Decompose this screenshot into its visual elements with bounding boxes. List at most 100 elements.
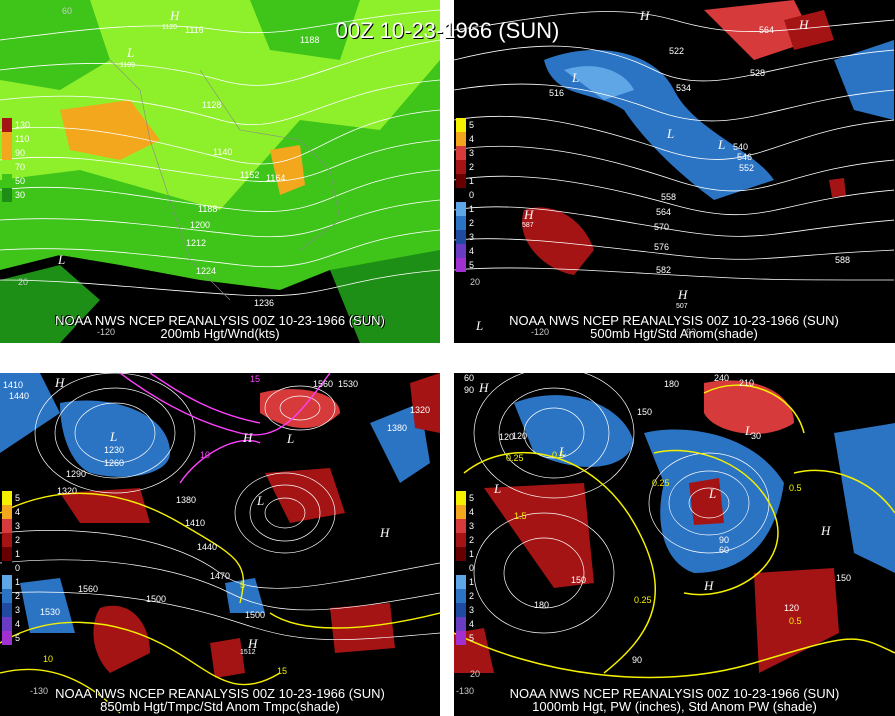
high-center: H [248, 636, 258, 651]
contour-label: 1380 [176, 495, 197, 505]
temp-label: 10 [200, 450, 211, 460]
low-center: L [110, 429, 118, 444]
contour-label: 1320 [57, 486, 78, 496]
contour-label: 120 [512, 431, 528, 441]
high-center: H [479, 380, 489, 395]
contour-label: 1164 [266, 173, 286, 183]
contour-label: 180 [664, 379, 680, 389]
temp-label: 10 [43, 654, 54, 664]
lon-label: -120 [97, 327, 116, 337]
contour-label: 240 [714, 373, 730, 383]
map-500mb [454, 0, 894, 343]
panel-500mb[interactable]: 5 4 3 2 1 0 1 2 3 4 5 516 522 528 534 54… [454, 0, 894, 343]
contour-label: 1410 [185, 518, 206, 528]
lat-label: 60 [62, 6, 73, 16]
contour-label: 90 [719, 535, 730, 545]
lon-label: -130 [456, 686, 475, 696]
map-1000mb [454, 373, 895, 716]
lat-label: 20 [18, 277, 29, 287]
low-center: L [572, 70, 580, 85]
contour-label: 1410 [3, 380, 24, 390]
low-center: L [287, 431, 295, 446]
contour-label: 1440 [197, 542, 218, 552]
temp-label: 15 [277, 666, 288, 676]
contour-label: 90 [632, 655, 643, 665]
page-title: 00Z 10-23-1966 (SUN) [335, 18, 560, 43]
panel-caption-line2: 850mb Hgt/Tmpc/Std Anom Tmpc(shade) [100, 699, 340, 714]
panel-850mb[interactable]: 5 4 3 2 1 0 1 2 3 4 5 1410 1440 1230 126… [0, 373, 440, 716]
contour-label: 588 [835, 255, 851, 265]
contour-label: 1152 [240, 170, 260, 180]
panel-gap-vertical [440, 0, 454, 716]
high-center: H [170, 8, 180, 23]
legend-850mb: 5 4 3 2 1 0 1 2 3 4 5 [2, 491, 20, 645]
temp-label: 5 [240, 580, 246, 590]
contour-label: 522 [669, 46, 685, 56]
legend-200mb: 130 110 90 70 50 30 [2, 118, 30, 202]
contour-label: 570 [654, 222, 670, 232]
contour-label: 150 [836, 573, 852, 583]
contour-label: 150 [571, 575, 587, 585]
low-center: L [718, 137, 726, 152]
center-value: 1120 [162, 24, 178, 31]
contour-label: 210 [739, 378, 755, 388]
panel-caption-line1: NOAA NWS NCEP REANALYSIS 00Z 10-23-1966 … [55, 313, 385, 328]
contour-label: 1500 [245, 610, 266, 620]
low-center: L [476, 318, 484, 333]
contour-label: 546 [737, 152, 753, 162]
low-center: L [667, 126, 675, 141]
high-center: H [640, 8, 650, 23]
contour-label: 528 [750, 68, 766, 78]
high-center: H [243, 430, 253, 445]
lat-label: 20 [470, 669, 481, 679]
pw-label: 0.25 [634, 595, 652, 605]
contour-label: 1236 [254, 298, 275, 308]
contour-label: 60 [719, 545, 730, 555]
low-center: L [257, 493, 265, 508]
high-center: H [799, 17, 809, 32]
lon-label: -130 [30, 686, 49, 696]
pw-label: 0.25 [506, 453, 524, 463]
contour-label: 534 [676, 83, 692, 93]
map-200mb [0, 0, 440, 343]
low-center: L [709, 486, 717, 501]
contour-label: 1188 [198, 204, 218, 214]
center-value: 507 [676, 303, 688, 310]
lon-label: -120 [531, 327, 550, 337]
contour-label: 1530 [338, 379, 359, 389]
contour-label: 1440 [9, 391, 30, 401]
map-850mb [0, 373, 440, 716]
low-center: L [127, 45, 135, 60]
contour-label: 582 [656, 265, 672, 275]
low-center: L [745, 423, 753, 438]
panel-caption-line1: NOAA NWS NCEP REANALYSIS 00Z 10-23-1966 … [509, 686, 840, 701]
temp-label: 15 [250, 374, 261, 384]
high-center: H [704, 578, 714, 593]
contour-label: 1140 [213, 147, 233, 157]
contour-label: 30 [751, 431, 762, 441]
legend-1000mb: 5 4 3 2 1 0 1 2 3 4 5 [456, 491, 474, 645]
low-center: L [494, 481, 502, 496]
contour-label: 576 [654, 242, 670, 252]
high-center: H [524, 207, 534, 222]
pw-label: 0.5 [789, 483, 802, 493]
contour-label: 1380 [387, 423, 408, 433]
center-value: 1109 [120, 62, 136, 69]
contour-label: 1560 [78, 584, 99, 594]
contour-label: 1224 [196, 266, 217, 276]
contour-label: 1290 [66, 469, 87, 479]
contour-label: 60 [464, 373, 475, 383]
pw-label: 0.5 [552, 450, 565, 460]
contour-label: 558 [661, 192, 677, 202]
contour-label: 564 [759, 25, 775, 35]
pw-label: 1.5 [514, 511, 527, 521]
panel-1000mb[interactable]: 5 4 3 2 1 0 1 2 3 4 5 60 90 120 150 180 … [454, 373, 895, 716]
contour-label: 1212 [186, 238, 207, 248]
panel-200mb[interactable]: 130 110 90 70 50 30 1116 1128 1140 1152 … [0, 0, 440, 343]
contour-label: 1560 [313, 379, 334, 389]
center-value: 587 [522, 222, 534, 229]
contour-label: 564 [656, 207, 672, 217]
contour-label: 1500 [146, 594, 167, 604]
center-value: 1512 [240, 649, 256, 656]
contour-label: 1530 [40, 607, 61, 617]
